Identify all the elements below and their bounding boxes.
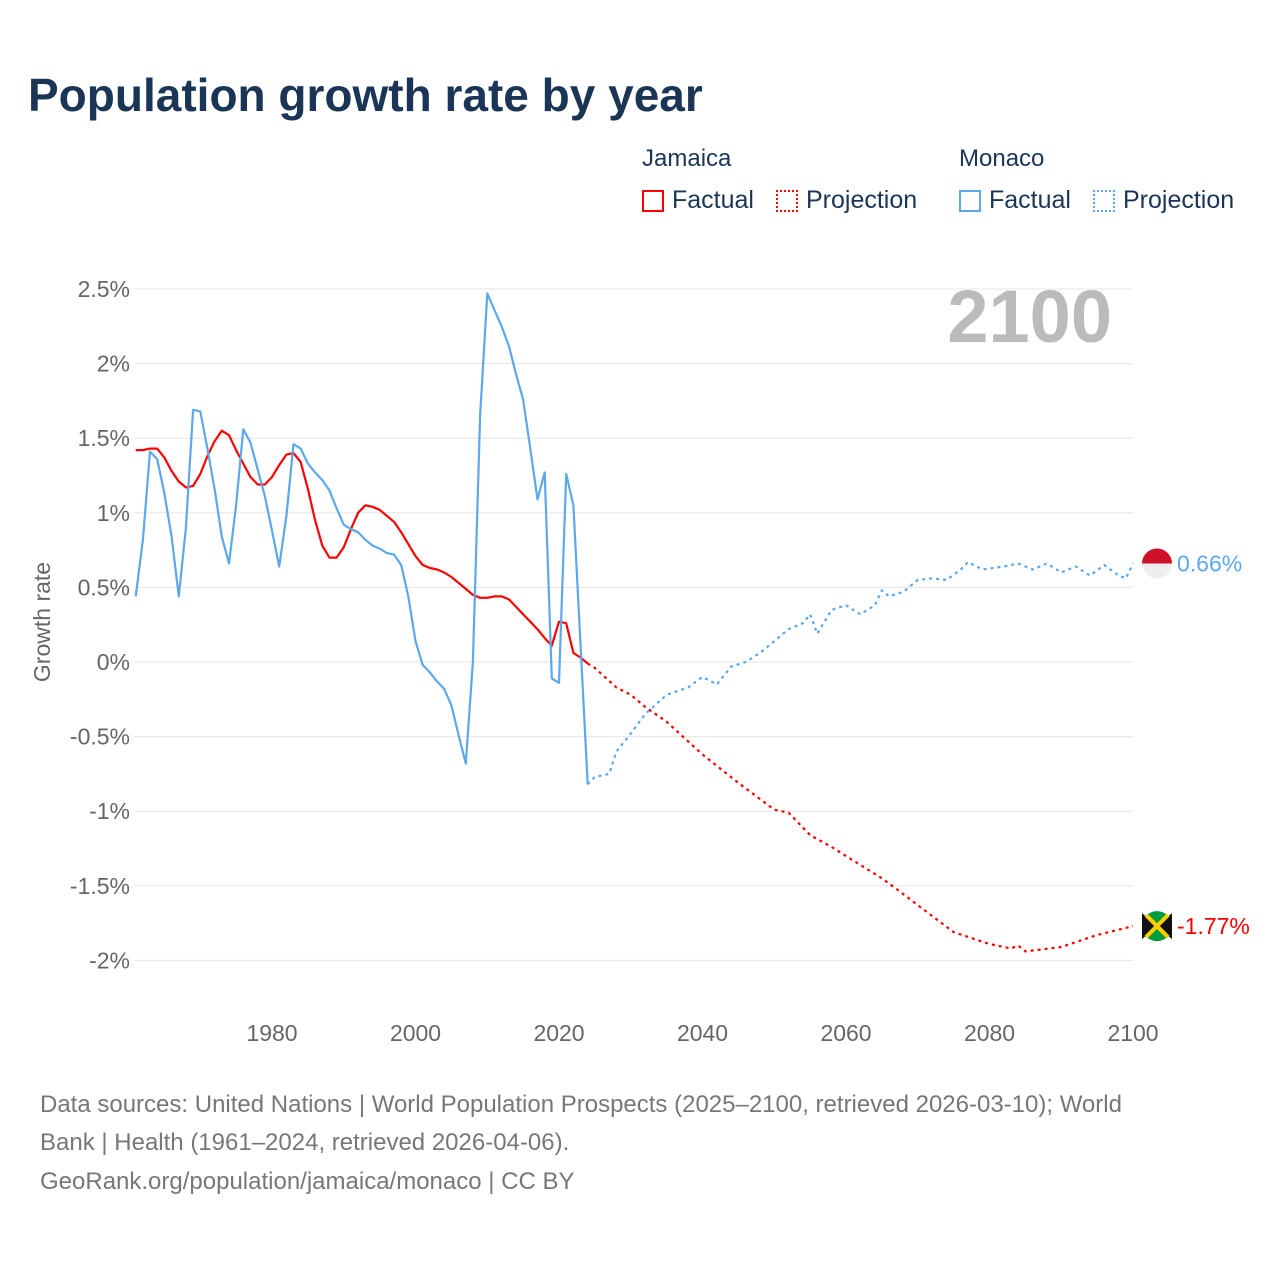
series-line-monaco-projection [586, 560, 1134, 786]
flag-icon-monaco [1142, 548, 1172, 579]
x-tick-label: 2020 [533, 1020, 584, 1046]
chart-title: Population growth rate by year [28, 69, 703, 121]
line-chart: 2.5% 2% 1.5% 1% 0.5% 0% -0.5% -1% -1.5% -2% 1980 20… [29, 275, 1250, 1046]
x-tick-label: 1980 [246, 1020, 297, 1046]
legend-monaco-factual[interactable]: Factual [959, 186, 1071, 215]
series-line-jamaica-projection [587, 662, 1134, 953]
solid-swatch-icon [642, 189, 664, 212]
series-line-jamaica-factual [135, 429, 589, 665]
y-tick-label: 1.5% [78, 425, 130, 451]
y-tick-label: -0.5% [70, 724, 130, 750]
y-tick-label: 2% [97, 351, 130, 377]
legend-group-monaco: Monaco [959, 145, 1045, 172]
legend-label: Factual [989, 186, 1071, 214]
legend-label: Projection [806, 186, 918, 214]
y-tick-label: 0% [97, 649, 130, 675]
series-line-monaco-factual [134, 292, 589, 785]
x-tick-label: 2080 [964, 1020, 1015, 1046]
x-tick-label: 2000 [390, 1020, 441, 1046]
legend-monaco-projection[interactable]: Projection [1093, 186, 1234, 215]
legend-label: Factual [672, 186, 754, 214]
legend-jamaica-factual[interactable]: Factual [642, 186, 754, 215]
footer-sources-2: Bank | Health (1961–2024, retrieved 2026… [40, 1129, 570, 1156]
y-tick-label: -1.5% [70, 873, 130, 899]
y-tick-label: 2.5% [78, 276, 130, 302]
x-tick-label: 2040 [677, 1020, 728, 1046]
y-tick-label: -2% [89, 947, 130, 973]
y-axis-label: Growth rate [29, 562, 55, 682]
year-label: 2100 [947, 275, 1112, 358]
x-tick-label: 2100 [1107, 1020, 1158, 1046]
footer-link[interactable]: GeoRank.org/population/jamaica/monaco | … [40, 1168, 575, 1195]
x-tick-label: 2060 [820, 1020, 871, 1046]
legend-label: Projection [1123, 186, 1235, 214]
legend-jamaica-projection[interactable]: Projection [776, 186, 917, 215]
legend-group-jamaica: Jamaica [642, 145, 732, 172]
dotted-swatch-icon [1093, 189, 1115, 212]
y-tick-label: 0.5% [78, 574, 130, 600]
y-tick-label: 1% [97, 500, 130, 526]
end-value-label-monaco: 0.66% [1177, 551, 1242, 577]
y-tick-label: -1% [89, 798, 130, 824]
dotted-swatch-icon [776, 189, 798, 212]
footer-sources-1: Data sources: United Nations | World Pop… [40, 1091, 1122, 1118]
end-value-label-jamaica: -1.77% [1177, 913, 1250, 939]
flag-icon-jamaica [1142, 911, 1172, 942]
solid-swatch-icon [959, 189, 981, 212]
